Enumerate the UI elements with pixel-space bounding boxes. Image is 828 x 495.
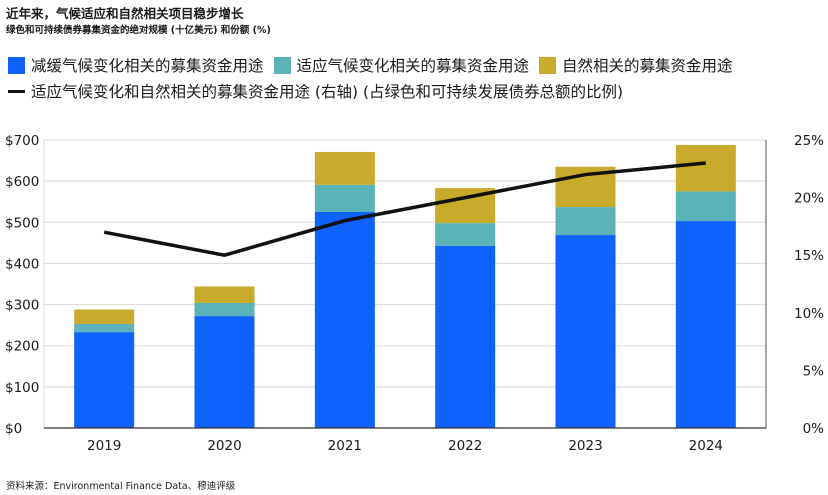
axes: $0 $100 $200 $300 $400 $500 $600 $700 0% 5% 10% 15%… xyxy=(5,133,824,454)
chart-title: 近年来，气候适应和自然相关项目稳步增长 xyxy=(6,6,244,21)
bar-adaptation xyxy=(74,323,135,333)
x-tick-label: 2019 xyxy=(87,438,121,454)
bar-adaptation xyxy=(555,207,616,236)
legend-label-nature: 自然相关的募集资金用途 xyxy=(562,57,733,75)
share-line xyxy=(103,161,707,257)
bar-mitigation xyxy=(435,245,496,428)
y2-tick-label: 25% xyxy=(794,133,824,149)
bar-adaptation xyxy=(194,302,255,317)
bar-nature xyxy=(314,151,375,185)
x-tick-label: 2022 xyxy=(448,438,482,454)
y2-tick-label: 0% xyxy=(803,421,825,437)
x-tick-label: 2021 xyxy=(328,438,362,454)
bar-nature xyxy=(74,309,135,324)
bar-nature xyxy=(194,286,255,303)
y-tick-label: $100 xyxy=(5,380,39,396)
bar-adaptation xyxy=(314,184,375,212)
legend-label-adaptation: 适应气候变化相关的募集资金用途 xyxy=(296,57,530,75)
legend-label-mitigation: 减缓气候变化相关的募集资金用途 xyxy=(31,57,264,75)
y-tick-label: $300 xyxy=(5,298,39,314)
y-tick-label: $200 xyxy=(5,339,39,355)
legend-row-bars: 减缓气候变化相关的募集资金用途 适应气候变化相关的募集资金用途 自然相关的募集资… xyxy=(8,52,808,78)
bars xyxy=(74,144,736,428)
legend-swatch-nature xyxy=(539,56,557,74)
legend-row-line: 适应气候变化和自然相关的募集资金用途 (右轴) (占绿色和可持续发展债券总额的比… xyxy=(8,78,808,104)
bar-adaptation xyxy=(435,223,496,246)
legend-swatch-line xyxy=(8,89,25,93)
y2-tick-label: 15% xyxy=(794,248,824,264)
legend-item-mitigation: 减缓气候变化相关的募集资金用途 xyxy=(8,54,264,76)
y-tick-label: $0 xyxy=(5,421,22,437)
source-note: 资料来源：Environmental Finance Data、穆迪评级 xyxy=(6,481,236,492)
y-tick-label: $500 xyxy=(5,215,39,231)
legend-item-line: 适应气候变化和自然相关的募集资金用途 (右轴) (占绿色和可持续发展债券总额的比… xyxy=(8,80,623,102)
chart-subtitle: 绿色和可持续债券募集资金的绝对规模 (十亿美元) 和份额 (%) xyxy=(6,25,271,36)
bar-adaptation xyxy=(675,191,736,222)
bar-mitigation xyxy=(194,316,255,428)
y2-tick-label: 10% xyxy=(794,306,824,322)
legend-swatch-adaptation xyxy=(273,56,291,74)
share-line-path xyxy=(103,161,707,257)
y-tick-label: $600 xyxy=(5,174,39,190)
legend-item-nature: 自然相关的募集资金用途 xyxy=(539,54,733,76)
bar-mitigation xyxy=(314,212,375,428)
y2-tick-label: 5% xyxy=(803,363,825,379)
bar-nature xyxy=(675,144,736,192)
y-tick-label: $400 xyxy=(5,256,39,272)
bar-mitigation xyxy=(74,332,135,428)
bar-mitigation xyxy=(555,235,616,428)
y2-tick-label: 20% xyxy=(794,191,824,207)
gridlines xyxy=(43,139,766,428)
x-tick-label: 2024 xyxy=(689,438,723,454)
legend-swatch-mitigation xyxy=(8,56,25,74)
legend-label-line: 适应气候变化和自然相关的募集资金用途 (右轴) (占绿色和可持续发展债券总额的比… xyxy=(31,83,624,101)
x-tick-label: 2020 xyxy=(207,438,241,454)
x-tick-label: 2023 xyxy=(568,438,602,454)
legend-item-adaptation: 适应气候变化相关的募集资金用途 xyxy=(273,54,530,76)
y-tick-label: $700 xyxy=(5,133,39,149)
legend: 减缓气候变化相关的募集资金用途 适应气候变化相关的募集资金用途 自然相关的募集资… xyxy=(8,52,808,104)
bar-mitigation xyxy=(675,221,736,428)
